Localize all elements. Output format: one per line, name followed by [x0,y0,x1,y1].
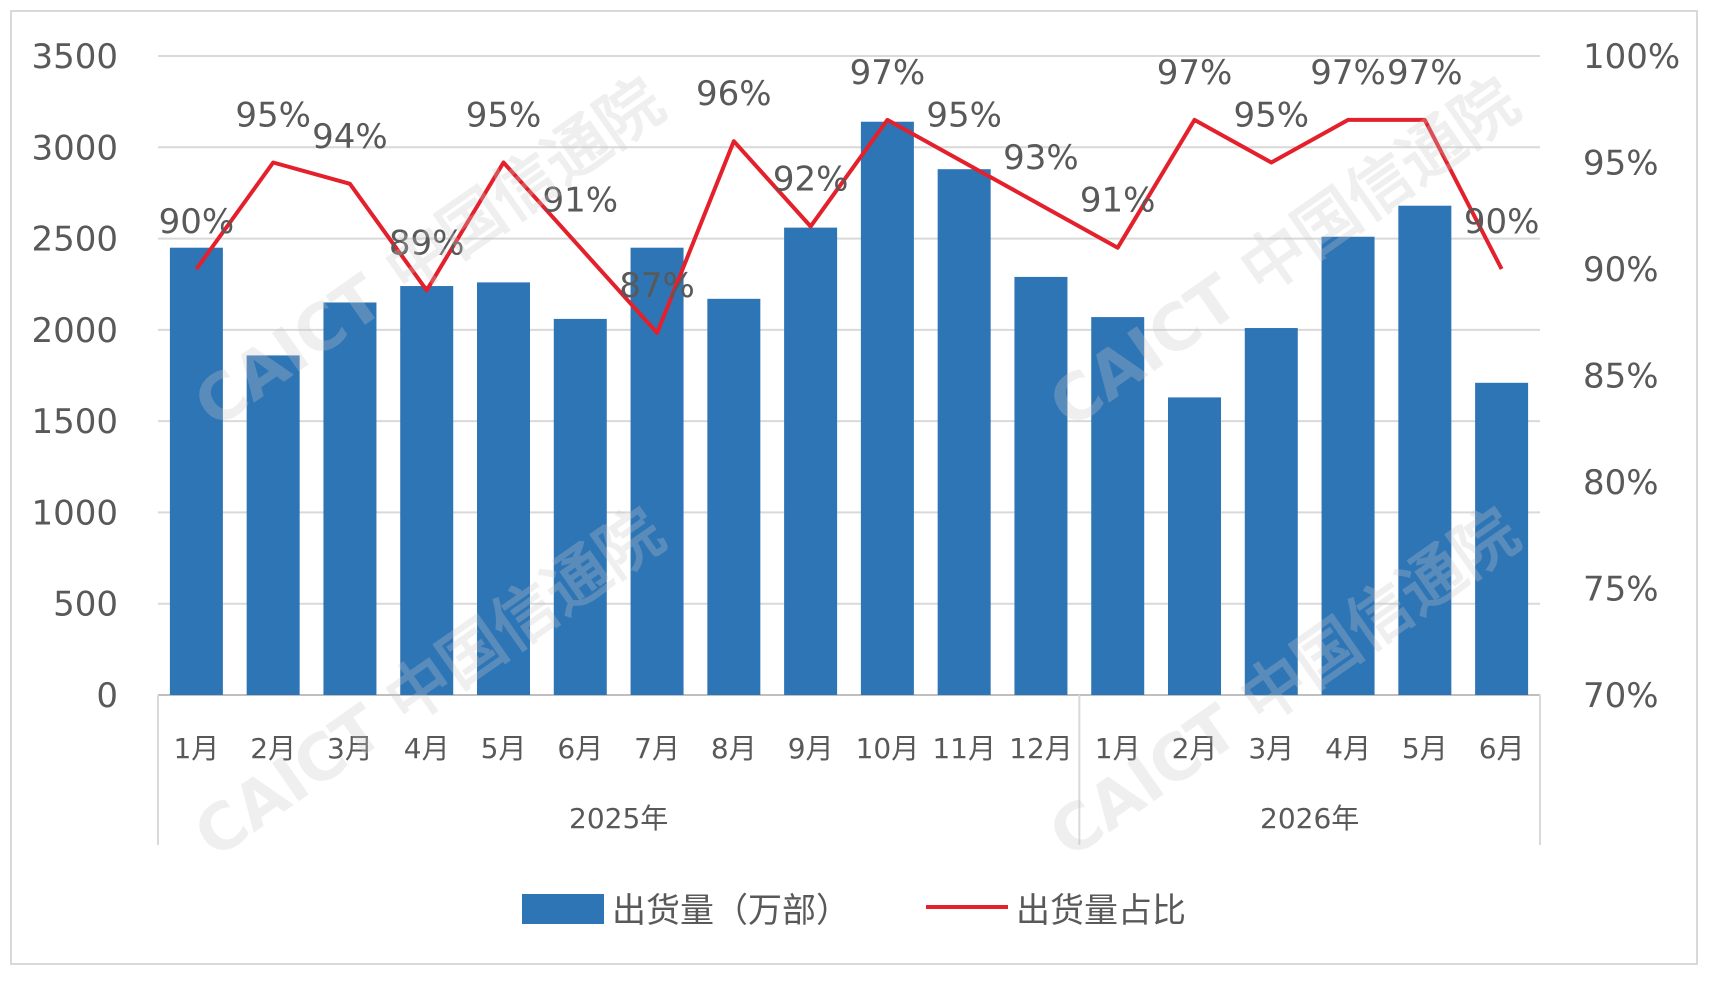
category-label: 2月 [250,732,296,765]
category-label: 6月 [557,732,603,765]
bar-12 [1014,276,1068,695]
line-series-path [194,117,1504,335]
group-label: 2025年 [569,802,668,835]
percent-label: 91% [542,181,618,221]
category-label: 5月 [1402,732,1448,765]
gridlines [158,55,1540,696]
percent-label: 97% [1157,53,1233,93]
bar-5 [477,282,530,695]
bar-2 [246,355,300,695]
bar-7 [630,247,684,695]
category-label: 9月 [788,732,834,765]
legend-label-line: 出货量占比 [1016,891,1186,931]
bar-15 [1244,328,1298,695]
category-label: 2月 [1172,732,1218,765]
category-label: 8月 [711,732,757,765]
percent-label: 95% [235,96,311,136]
left-tick-label: 0 [96,676,118,716]
left-axis-ticks: 0 500 1000 1500 2000 2500 3000 3500 [31,37,118,716]
category-label: 11月 [932,732,996,765]
left-tick-label: 500 [53,585,118,625]
legend-swatch-bar [522,894,604,924]
line-series [194,117,1504,335]
bar-14 [1168,397,1221,695]
category-label: 7月 [634,732,680,765]
percent-label: 90% [1464,202,1540,242]
left-tick-label: 3000 [31,128,118,168]
right-tick-label: 85% [1583,357,1659,397]
percent-label: 97% [1310,53,1386,93]
bars [169,121,1529,696]
bar-17 [1398,205,1452,696]
bar-6 [553,318,607,695]
bar-10 [860,121,914,696]
left-tick-label: 3500 [31,37,118,77]
percent-label: 96% [696,74,772,114]
category-label: 10月 [856,732,920,765]
percent-label: 94% [312,117,388,157]
percent-label: 93% [1003,138,1079,178]
category-label: 12月 [1009,732,1073,765]
x-axis: 1月 2月 3月 4月 5月 6月 7月 8月 9月 10月 11月 12月 1月 2月 3月 4月 5月 6月 2… [157,695,1541,845]
legend-label-bar: 出货量（万部） [612,891,850,931]
right-tick-label: 80% [1583,463,1659,503]
percent-label: 97% [850,53,926,93]
bar-1 [169,247,223,695]
percent-label: 92% [773,159,849,199]
left-tick-label: 1000 [31,493,118,533]
bar-13 [1091,317,1145,695]
right-tick-label: 75% [1583,570,1659,610]
percent-label: 95% [1233,96,1309,136]
left-tick-label: 1500 [31,402,118,442]
percent-label: 90% [159,202,235,242]
right-tick-label: 70% [1583,676,1659,716]
bar-11 [937,169,991,696]
percent-label: 91% [1080,181,1156,221]
category-label: 4月 [404,732,450,765]
category-label: 5月 [481,732,527,765]
legend: 出货量（万部） 出货量占比 [522,891,1186,931]
bar-8 [707,298,761,695]
bar-9 [784,227,838,696]
left-tick-label: 2000 [31,311,118,351]
category-label: 3月 [1248,732,1294,765]
category-label: 1月 [173,732,219,765]
left-tick-label: 2500 [31,220,118,260]
right-tick-label: 100% [1583,37,1680,77]
percent-label: 87% [619,266,695,306]
group-label: 2026年 [1260,802,1359,835]
percentage-labels: 90%95%94%89%95%91%87%96%92%97%95%93%91%9… [159,53,1540,306]
percent-label: 95% [466,96,542,136]
category-label: 6月 [1479,732,1525,765]
percent-label: 97% [1387,53,1463,93]
category-label: 3月 [327,732,373,765]
right-tick-label: 95% [1583,144,1659,184]
percent-label: 95% [926,96,1002,136]
category-label: 4月 [1325,732,1371,765]
category-label: 1月 [1095,732,1141,765]
bar-16 [1321,236,1375,695]
right-axis-ticks: 70% 75% 80% 85% 90% 95% 100% [1583,37,1680,716]
bar-4 [400,286,454,695]
percent-label: 89% [389,223,465,263]
bar-18 [1475,382,1529,695]
bar-3 [323,302,377,695]
right-tick-label: 90% [1583,250,1659,290]
